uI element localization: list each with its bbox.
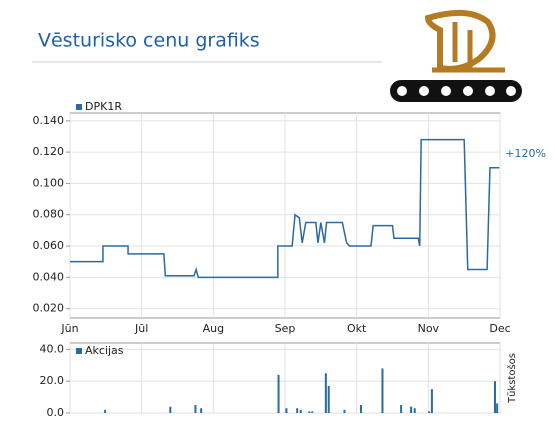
x-tick-label: Dec	[489, 322, 510, 335]
change-annotation: +120%	[505, 147, 546, 160]
volume-bar	[428, 411, 431, 413]
legend-label: DPK1R	[85, 100, 122, 113]
price-line	[70, 138, 500, 279]
y-tick-label: 0.080	[33, 208, 65, 221]
volume-bar	[343, 409, 346, 413]
volume-bar	[299, 409, 302, 413]
volume-bar	[200, 408, 203, 413]
volume-bar	[296, 408, 299, 413]
x-tick-label: Jūl	[134, 322, 148, 335]
y-axis-label: Tūkstošos	[506, 353, 518, 404]
x-tick-label: Nov	[418, 322, 440, 335]
x-tick-label: Okt	[347, 322, 367, 335]
volume-bar	[308, 411, 311, 413]
volume-bar	[311, 411, 314, 413]
x-tick-label: Jūn	[60, 322, 78, 335]
y-tick-label: 0.100	[33, 176, 65, 189]
legend-swatch	[76, 104, 82, 110]
y-tick-label: 40.0	[40, 342, 65, 355]
volume-bar	[493, 381, 496, 413]
volume-bar	[410, 406, 413, 413]
y-tick-label: 0.140	[33, 114, 65, 127]
volume-bar	[277, 374, 280, 413]
volume-bar	[400, 405, 403, 413]
volume-bar	[381, 368, 384, 413]
page-title: Vēsturisko cenu grafiks	[38, 30, 260, 52]
legend-label: Akcijas	[85, 344, 124, 357]
volume-bar	[327, 385, 330, 413]
volume-bar	[324, 373, 327, 413]
volume-bar	[104, 409, 107, 413]
volume-bar	[430, 389, 433, 413]
logo	[390, 9, 522, 102]
x-tick-label: Aug	[203, 322, 224, 335]
volume-bar	[169, 406, 172, 413]
volume-bar	[194, 405, 197, 413]
volume-bar	[285, 408, 288, 413]
volume-bar	[413, 408, 416, 413]
y-tick-label: 0.120	[33, 145, 65, 158]
volume-bar	[359, 405, 362, 413]
volume-bar	[496, 403, 499, 413]
y-tick-label: 0.020	[33, 302, 65, 315]
y-tick-label: 20.0	[40, 374, 65, 387]
legend-swatch	[76, 348, 82, 354]
y-tick-label: 0.060	[33, 239, 65, 252]
y-tick-label: 0.040	[33, 270, 65, 283]
x-tick-label: Sep	[275, 322, 296, 335]
y-tick-label: 0.0	[47, 406, 65, 419]
